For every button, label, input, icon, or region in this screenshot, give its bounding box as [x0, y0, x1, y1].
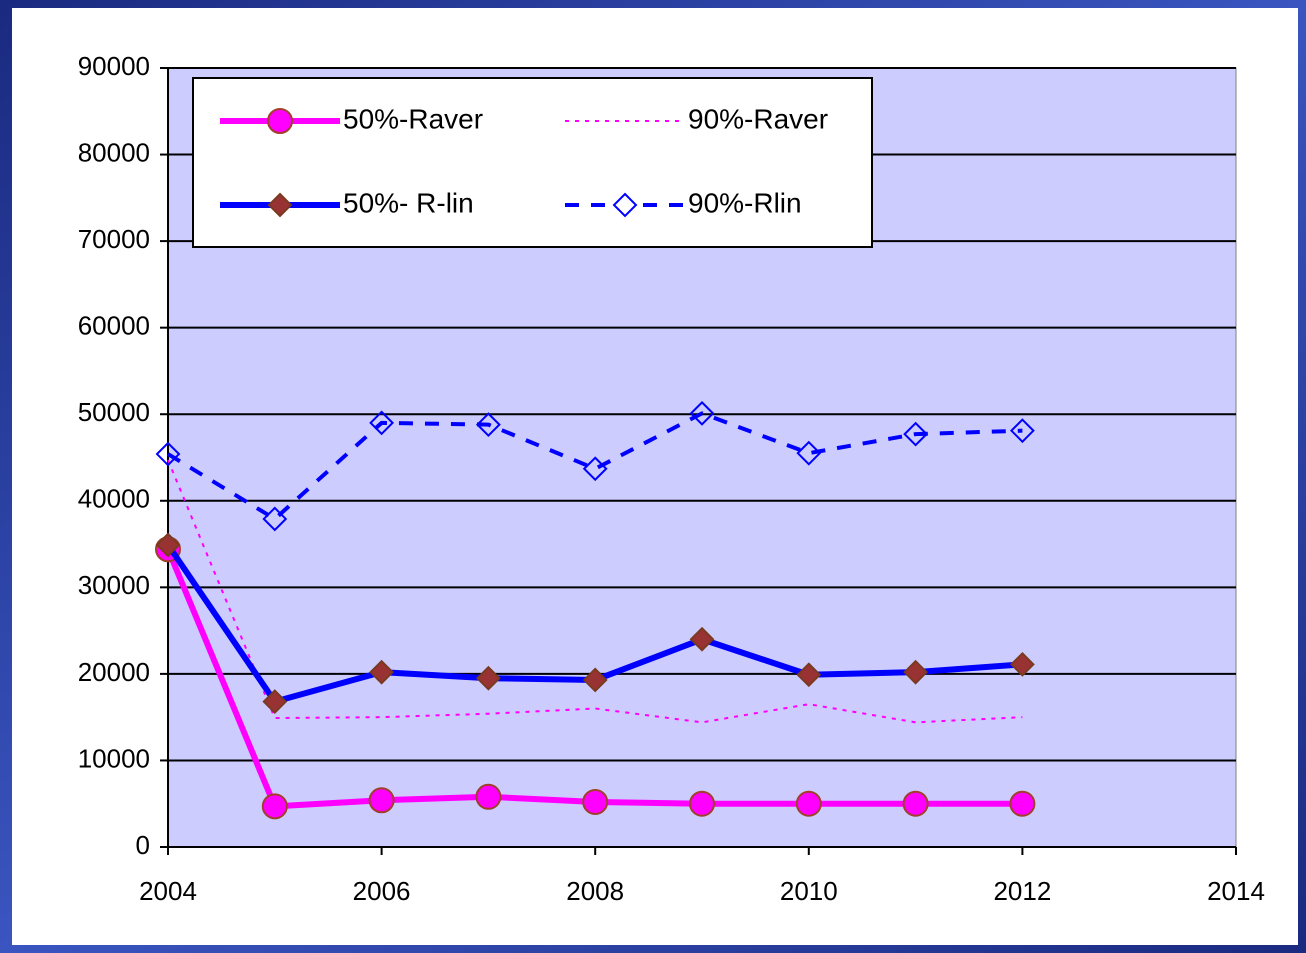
data-point: [369, 410, 395, 436]
data-point: [1009, 651, 1035, 677]
y-tick-label: 60000: [78, 311, 150, 341]
x-tick-label: 2008: [566, 876, 624, 906]
data-point: [1009, 790, 1036, 817]
y-tick-label: 20000: [78, 657, 150, 687]
data-point: [582, 456, 608, 482]
data-point: [903, 659, 929, 685]
data-point: [262, 689, 288, 715]
x-tick-label: 2004: [139, 876, 197, 906]
data-point: [155, 441, 181, 467]
data-point: [368, 787, 395, 814]
legend-label: 50%- R-lin: [343, 187, 474, 218]
data-point: [262, 506, 288, 532]
data-point: [582, 788, 609, 815]
legend-marker: [267, 192, 293, 218]
data-point: [795, 790, 822, 817]
x-tick-label: 2012: [993, 876, 1051, 906]
data-point: [903, 421, 929, 447]
data-point: [796, 662, 822, 688]
legend: [192, 77, 873, 248]
data-point: [796, 440, 822, 466]
x-tick-label: 2006: [353, 876, 411, 906]
data-point: [475, 665, 501, 691]
data-point: [261, 793, 288, 820]
data-point: [1009, 418, 1035, 444]
data-point: [902, 790, 929, 817]
y-tick-label: 0: [136, 830, 150, 860]
legend-marker: [612, 192, 638, 218]
y-tick-label: 30000: [78, 570, 150, 600]
legend-marker: [267, 108, 293, 134]
data-point: [369, 659, 395, 685]
data-point: [582, 667, 608, 693]
legend-label: 50%-Raver: [343, 103, 483, 134]
y-tick-label: 10000: [78, 743, 150, 773]
y-tick-label: 80000: [78, 137, 150, 167]
x-tick-label: 2010: [780, 876, 838, 906]
y-tick-label: 40000: [78, 484, 150, 514]
data-point: [689, 626, 715, 652]
data-point: [475, 412, 501, 438]
legend-label: 90%-Rlin: [688, 187, 802, 218]
y-tick-label: 50000: [78, 397, 150, 427]
data-point: [689, 790, 715, 817]
y-tick-label: 70000: [78, 224, 150, 254]
data-point: [155, 532, 181, 558]
legend-label: 90%-Raver: [688, 103, 828, 134]
data-point: [689, 400, 715, 426]
y-tick-label: 90000: [78, 51, 150, 81]
data-point: [475, 783, 502, 810]
x-tick-label: 2014: [1207, 876, 1265, 906]
